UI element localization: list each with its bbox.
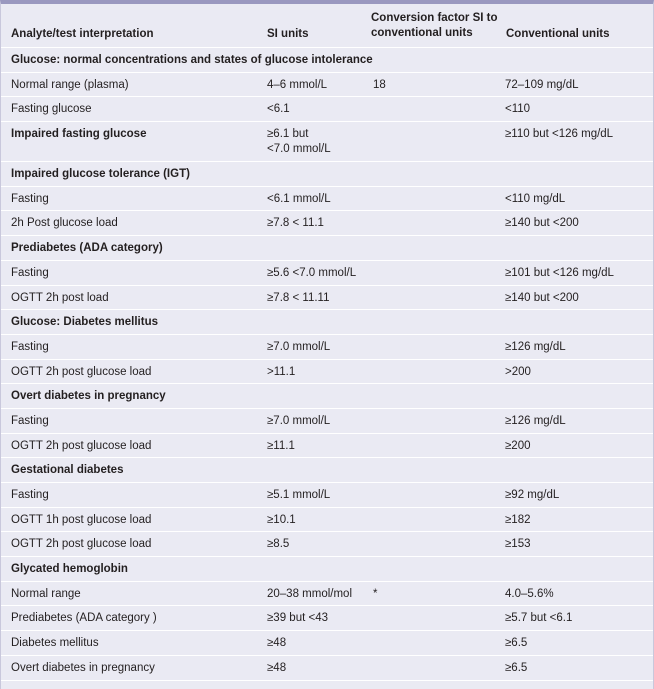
- conventional-value: ≥6.5: [505, 661, 528, 674]
- row-label: OGTT 2h post load: [11, 291, 109, 304]
- si-value: ≥11.1: [267, 439, 295, 452]
- conventional-value: ≥140 but <200: [505, 291, 579, 304]
- section-label: Gestational diabetes: [11, 464, 124, 477]
- table-row: Fasting ≥7.0 mmol/L ≥126 mg/dL: [1, 335, 653, 360]
- section-row: Glucose: Diabetes mellitus: [1, 310, 653, 335]
- si-value: ≥7.0 mmol/L: [267, 340, 331, 353]
- conventional-value: ≥126 mg/dL: [505, 340, 566, 353]
- row-label: Fasting: [11, 192, 49, 205]
- conversion-factor: 18: [373, 78, 386, 91]
- conventional-value: <110 mg/dL: [505, 192, 566, 205]
- table-body: Glucose: normal concentrations and state…: [1, 48, 653, 681]
- table-row: OGTT 2h post load ≥7.8 < 11.11 ≥140 but <2…: [1, 286, 653, 311]
- conventional-value: ≥6.5: [505, 637, 528, 650]
- si-value: ≥6.1 but <7.0 mmol/L: [267, 127, 331, 157]
- table-row: Fasting ≥5.1 mmol/L ≥92 mg/dL: [1, 483, 653, 508]
- si-value: ≥7.8 < 11.11: [267, 291, 330, 304]
- table-row: Normal range (plasma) 4–6 mmol/L 18 72–109 …: [1, 73, 653, 98]
- section-row: Prediabetes (ADA category): [1, 236, 653, 261]
- conventional-value: ≥140 but <200: [505, 217, 579, 230]
- table-row: Prediabetes (ADA category ) ≥39 but <43 ≥5…: [1, 606, 653, 632]
- row-label: Fasting: [11, 489, 49, 501]
- conventional-value: ≥126 mg/dL: [505, 414, 566, 427]
- table-header: Analyte/test interpretation SI units Con…: [1, 4, 653, 48]
- table-row: Normal range 20–38 mmol/mol * 4.0–5.6%: [1, 582, 653, 607]
- section-row: Glycated hemoglobin: [1, 557, 653, 582]
- si-value: ≥10.1: [267, 513, 296, 526]
- row-label: Diabetes mellitus: [11, 637, 99, 650]
- header-si-units: SI units: [267, 28, 309, 40]
- conventional-value: ≥110 but <126 mg/dL: [505, 128, 614, 141]
- table-row: Impaired fasting glucose ≥6.1 but <7.0 mmo…: [1, 122, 653, 163]
- si-value: ≥7.0 mmol/L: [267, 414, 331, 427]
- si-value: ≥7.8 < 11.1: [267, 217, 324, 230]
- si-value-line1: ≥6.1 but: [267, 128, 309, 141]
- row-label: Fasting: [11, 340, 49, 353]
- section-row: Glucose: normal concentrations and state…: [1, 48, 653, 73]
- si-value: ≥5.1 mmol/L: [267, 489, 331, 501]
- table-row: OGTT 2h post glucose load ≥11.1 ≥200: [1, 434, 653, 459]
- row-label: Impaired fasting glucose: [11, 128, 147, 141]
- section-row: Impaired glucose tolerance (IGT): [1, 162, 653, 187]
- table-row: OGTT 2h post glucose load ≥8.5 ≥153: [1, 532, 653, 558]
- conversion-factor: *: [373, 587, 378, 600]
- si-value: ≥48: [267, 637, 287, 650]
- section-row: Gestational diabetes: [1, 458, 653, 483]
- header-conventional-units: Conventional units: [506, 28, 610, 40]
- row-label: Fasting: [11, 414, 49, 427]
- header-analyte: Analyte/test interpretation: [11, 28, 154, 40]
- conventional-value: 4.0–5.6%: [505, 587, 554, 600]
- row-label: OGTT 1h post glucose load: [11, 513, 152, 526]
- section-label: Glycated hemoglobin: [11, 563, 128, 576]
- si-value: <6.1: [267, 103, 290, 116]
- conventional-value: ≥153: [505, 538, 531, 551]
- si-value: ≥48: [267, 661, 287, 674]
- row-label: Fasting glucose: [11, 103, 92, 116]
- row-label: OGTT 2h post glucose load: [11, 365, 152, 378]
- table-row: Overt diabetes in pregnancy ≥48 ≥6.5: [1, 656, 653, 681]
- table-row: Fasting ≥7.0 mmol/L ≥126 mg/dL: [1, 409, 653, 434]
- table-row: Fasting glucose <6.1 <110: [1, 97, 653, 123]
- section-label: Glucose: normal concentrations and state…: [11, 54, 373, 66]
- si-value: 20–38 mmol/mol: [267, 587, 353, 600]
- header-conversion-factor: Conversion factor SI to conventional unit…: [371, 12, 498, 39]
- conventional-value: ≥5.7 but <6.1: [505, 612, 573, 625]
- conventional-value: ≥200: [505, 439, 531, 452]
- si-value: 4–6 mmol/L: [267, 78, 328, 91]
- si-value: >11.1: [267, 365, 296, 378]
- conventional-value: ≥182: [505, 513, 531, 526]
- section-row: Overt diabetes in pregnancy: [1, 384, 653, 409]
- table-row: Fasting ≥5.6 <7.0 mmol/L ≥101 but <126 mg/…: [1, 261, 653, 286]
- row-label: Prediabetes (ADA category ): [11, 612, 157, 625]
- table-row: Fasting <6.1 mmol/L <110 mg/dL: [1, 187, 653, 212]
- section-label: Impaired glucose tolerance (IGT): [11, 168, 190, 181]
- si-value: ≥5.6 <7.0 mmol/L: [267, 266, 357, 279]
- table-row: Diabetes mellitus ≥48 ≥6.5: [1, 631, 653, 656]
- conventional-value: ≥92 mg/dL: [505, 489, 560, 501]
- row-label: 2h Post glucose load: [11, 217, 118, 230]
- si-value-line2: <7.0 mmol/L: [267, 143, 331, 156]
- si-value: ≥8.5: [267, 538, 290, 551]
- row-label: OGTT 2h post glucose load: [11, 538, 152, 551]
- row-label: Normal range (plasma): [11, 78, 129, 91]
- conventional-value: >200: [505, 365, 531, 378]
- row-label: Overt diabetes in pregnancy: [11, 661, 155, 674]
- row-label: Normal range: [11, 587, 81, 600]
- si-value: <6.1 mmol/L: [267, 192, 331, 205]
- row-label: OGTT 2h post glucose load: [11, 439, 152, 452]
- row-label: Fasting: [11, 266, 49, 279]
- table-row: 2h Post glucose load ≥7.8 < 11.1 ≥140 but …: [1, 211, 653, 237]
- conventional-value: <110: [505, 103, 531, 116]
- section-label: Glucose: Diabetes mellitus: [11, 316, 158, 329]
- section-label: Prediabetes (ADA category): [11, 242, 163, 255]
- section-label: Overt diabetes in pregnancy: [11, 390, 166, 403]
- conventional-value: 72–109 mg/dL: [505, 78, 579, 91]
- table-row: OGTT 2h post glucose load >11.1 >200: [1, 360, 653, 385]
- si-value: ≥39 but <43: [267, 612, 328, 625]
- table-row: OGTT 1h post glucose load ≥10.1 ≥182: [1, 508, 653, 533]
- conventional-value: ≥101 but <126 mg/dL: [505, 266, 614, 279]
